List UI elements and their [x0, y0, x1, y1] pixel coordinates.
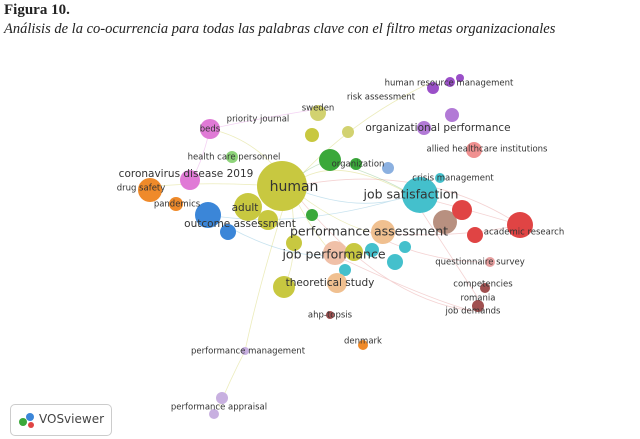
node-label: theoretical study [286, 277, 375, 289]
vosviewer-logo: VOSviewer [10, 404, 112, 436]
nodes [138, 74, 533, 419]
node-label: performance appraisal [171, 403, 267, 413]
figure-label: Figura 10. [4, 2, 70, 18]
node-label: performance assessment [290, 224, 448, 239]
node-label: human [270, 179, 319, 195]
node-label: allied healthcare institutions [427, 145, 549, 155]
node-label: romania [461, 294, 496, 304]
node-label: organization [332, 160, 385, 170]
node-label: competencies [453, 280, 513, 290]
logo-icon [19, 413, 34, 428]
node-label: academic research [484, 228, 565, 238]
node-label: questionnaire survey [435, 258, 525, 268]
labels: human resource management risk assessmen… [117, 79, 565, 413]
node-label: drug safety [117, 184, 166, 194]
logo-text: VOSviewer [39, 412, 105, 426]
node-label: ahp-topsis [308, 311, 353, 321]
node-label: denmark [344, 337, 382, 347]
node-label: job demands [445, 307, 502, 317]
node-label: human resource management [385, 79, 514, 89]
figure-caption: Análisis de la co-ocurrencia para todas … [4, 21, 556, 37]
node-label: risk assessment [347, 93, 416, 103]
node-label: health care personnel [188, 153, 281, 163]
node-label: job satisfaction [363, 187, 459, 202]
node-label: adult [232, 202, 259, 214]
node-label: job performance [281, 247, 385, 262]
node-label: coronavirus disease 2019 [119, 168, 254, 180]
node-label: beds [200, 125, 221, 135]
node-label: priority journal [227, 115, 290, 125]
node-label: crisis management [412, 174, 494, 184]
node-label: performance management [191, 347, 306, 357]
node-label: sweden [302, 104, 335, 114]
node-label: organizational performance [365, 122, 510, 134]
node-label: pandemics [154, 200, 201, 210]
node-label: outcome assessment [184, 218, 296, 230]
